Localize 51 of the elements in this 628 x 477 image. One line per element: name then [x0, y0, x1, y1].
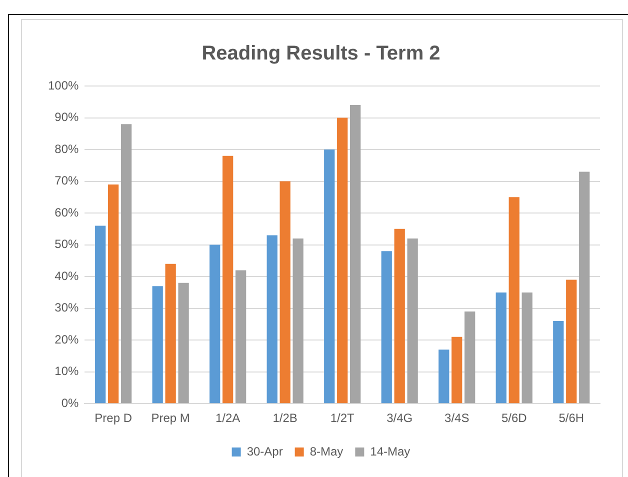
x-tick-label: 3/4G [386, 411, 413, 426]
bar [280, 181, 290, 404]
bar [210, 244, 220, 404]
x-tick-label: 5/6D [501, 411, 528, 426]
x-tick-label: Prep M [151, 411, 190, 426]
bar [464, 311, 476, 404]
y-tick-label: 30% [54, 300, 80, 315]
bar [407, 238, 418, 404]
y-tick-label: 0% [61, 396, 80, 410]
bar [496, 292, 506, 404]
bar [178, 282, 189, 404]
bar [292, 238, 304, 404]
bar [381, 251, 392, 404]
x-tick-label: Prep D [94, 411, 132, 426]
y-tick-label: 50% [54, 237, 80, 252]
bar [508, 197, 520, 404]
x-tick-label: 5/6H [558, 411, 584, 426]
chart-title: Reading Results - Term 2 [202, 42, 440, 65]
y-tick-label: 80% [54, 142, 80, 156]
bar [566, 280, 577, 404]
bar [324, 150, 335, 404]
bar [452, 336, 462, 404]
x-tick-label: 1/2T [330, 411, 356, 426]
y-tick-label: 70% [54, 174, 80, 188]
bar [266, 235, 278, 404]
bar [350, 105, 361, 404]
bar [222, 156, 234, 404]
bar [553, 321, 564, 404]
legend-label: 30-Apr [246, 444, 283, 458]
bar [394, 228, 405, 404]
x-tick-label: 1/2B [272, 411, 298, 426]
x-tick-label: 3/4S [444, 411, 470, 426]
y-tick-label: 20% [54, 332, 80, 346]
y-tick-label: 90% [54, 110, 80, 124]
bar [579, 172, 590, 404]
y-tick-label: 60% [54, 205, 80, 220]
bar [522, 292, 532, 404]
legend-label: 14-May [370, 444, 410, 458]
bar [120, 124, 132, 404]
bar [337, 118, 348, 404]
y-tick-label: 10% [54, 364, 80, 378]
bar [165, 264, 176, 404]
bar [152, 286, 163, 404]
y-tick-label: 40% [54, 268, 80, 283]
bar [438, 350, 450, 404]
bar [108, 184, 119, 404]
legend-label: 8-May [310, 444, 344, 458]
y-tick-label: 100% [48, 78, 80, 92]
bar [95, 226, 106, 404]
x-tick-label: 1/2A [215, 411, 240, 426]
bar [235, 270, 246, 404]
